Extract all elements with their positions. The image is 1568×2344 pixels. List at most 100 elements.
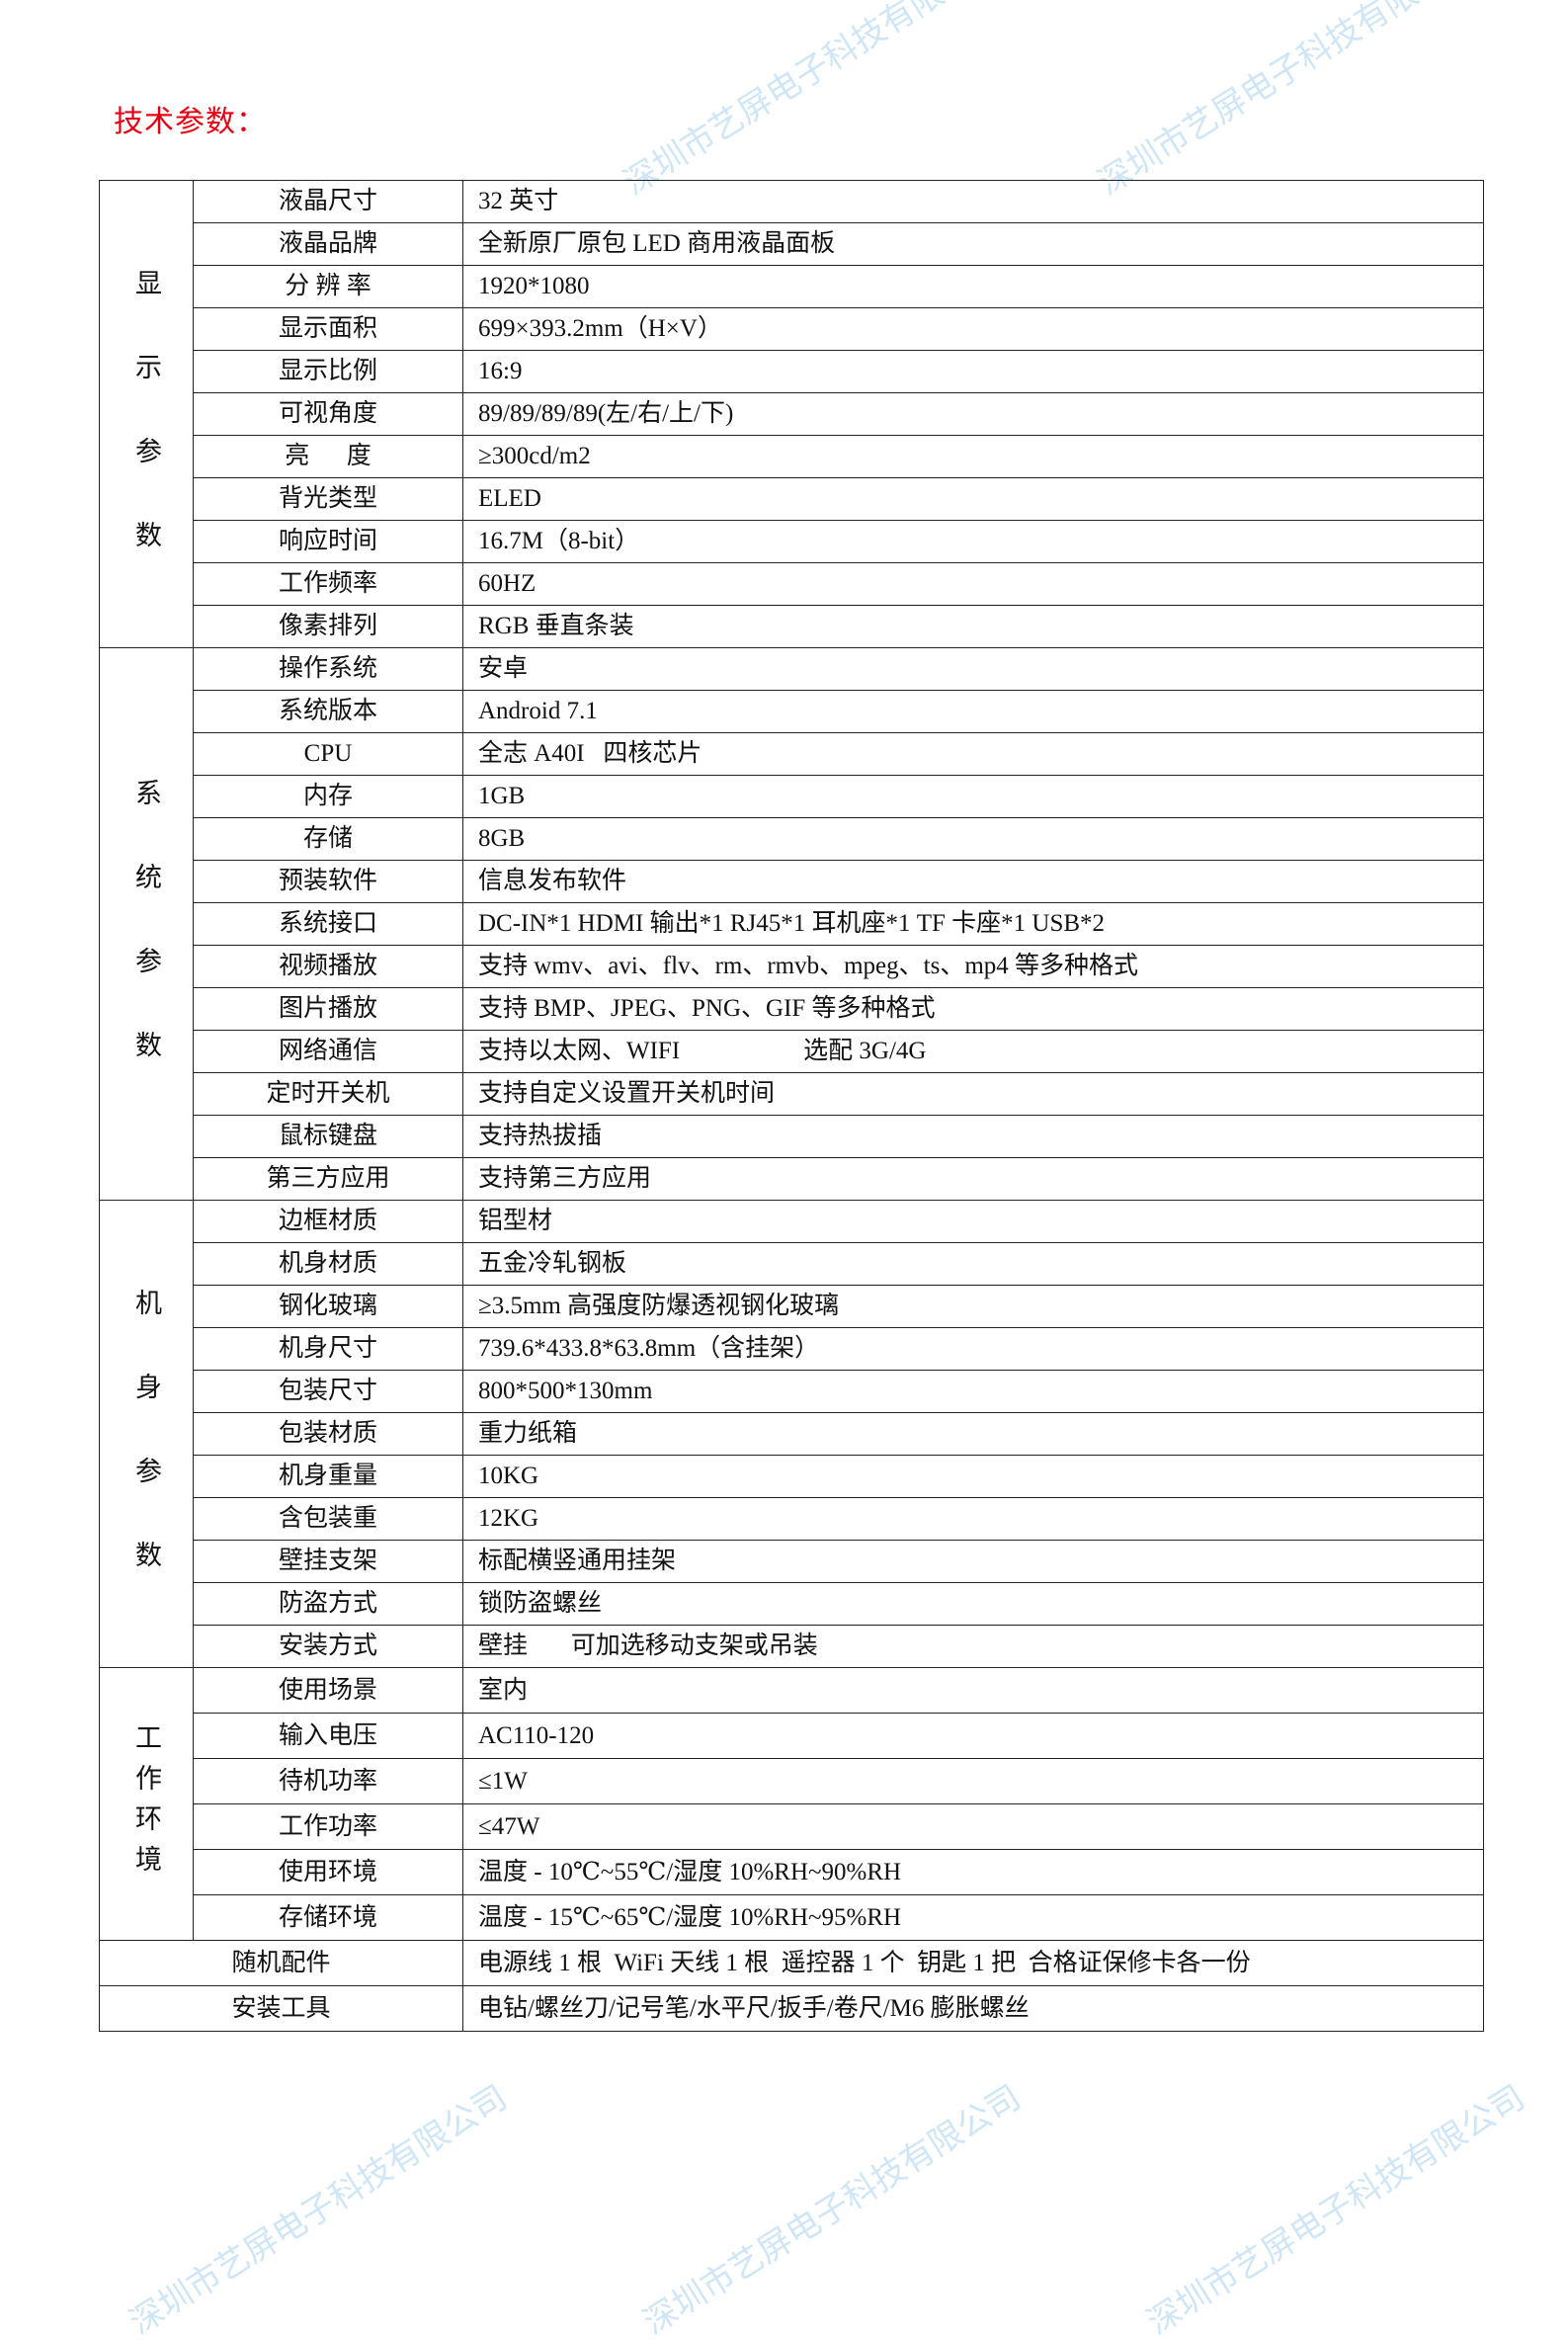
- table-row: 系统版本 Android 7.1: [100, 690, 1484, 733]
- section-label-cell: 系统参数: [99, 647, 194, 1201]
- spec-value: ≥3.5mm 高强度防爆透视钢化玻璃: [462, 1285, 1484, 1328]
- spec-name: 工作功率: [193, 1803, 463, 1850]
- spec-value: AC110-120: [462, 1713, 1484, 1759]
- spec-value: 支持 wmv、avi、flv、rm、rmvb、mpeg、ts、mp4 等多种格式: [462, 945, 1484, 988]
- section-label: 机身参数: [131, 1288, 161, 1625]
- table-row: 机身材质 五金冷轧钢板: [100, 1242, 1484, 1286]
- spec-name: 机身重量: [193, 1455, 463, 1498]
- section-label-cell: 显示参数: [99, 180, 194, 648]
- spec-name: 包装尺寸: [193, 1370, 463, 1413]
- table-row: 可视角度 89/89/89/89(左/右/上/下): [100, 392, 1484, 436]
- table-row: 系统参数 操作系统 安卓: [99, 647, 1484, 1201]
- spec-value: 全志 A40I 四核芯片: [462, 732, 1484, 776]
- spec-value: 支持以太网、WIFI 选配 3G/4G: [462, 1030, 1484, 1073]
- table-row: 待机功率 ≤1W: [100, 1758, 1484, 1804]
- table-row: 输入电压 AC110-120: [100, 1713, 1484, 1759]
- spec-name: 使用场景: [193, 1667, 463, 1714]
- table-row: 防盗方式 锁防盗螺丝: [100, 1582, 1484, 1626]
- spec-name: 显示面积: [193, 307, 463, 351]
- spec-name: 随机配件: [99, 1940, 463, 1986]
- spec-name: 存储: [193, 817, 463, 861]
- spec-value: ≤1W: [462, 1758, 1484, 1804]
- spec-value: 支持自定义设置开关机时间: [462, 1072, 1484, 1116]
- spec-value: 室内: [462, 1667, 1484, 1714]
- spec-value: 五金冷轧钢板: [462, 1242, 1484, 1286]
- spec-name: 使用环境: [193, 1849, 463, 1895]
- spec-value: Android 7.1: [462, 690, 1484, 733]
- spec-name: 可视角度: [193, 392, 463, 436]
- spec-name: 预装软件: [193, 860, 463, 903]
- spec-value: 16:9: [462, 350, 1484, 393]
- table-row: 亮 度 ≥300cd/m2: [100, 435, 1484, 478]
- spec-name: 操作系统: [193, 647, 463, 691]
- section-label-cell: 机身参数: [99, 1200, 194, 1668]
- section-label: 工作环境: [131, 1723, 161, 1885]
- spec-value: 温度 - 10℃~55℃/湿度 10%RH~90%RH: [462, 1849, 1484, 1895]
- section-label: 系统参数: [131, 778, 161, 1115]
- spec-value: 电源线 1 根 WiFi 天线 1 根 遥控器 1 个 钥匙 1 把 合格证保修…: [462, 1940, 1484, 1986]
- spec-name: 视频播放: [193, 945, 463, 988]
- spec-value: 10KG: [462, 1455, 1484, 1498]
- spec-value: 8GB: [462, 817, 1484, 861]
- table-row: 内存 1GB: [100, 775, 1484, 818]
- table-row: 定时开关机 支持自定义设置开关机时间: [100, 1072, 1484, 1116]
- table-row: 机身尺寸 739.6*433.8*63.8mm（含挂架）: [100, 1327, 1484, 1371]
- spec-value: 32 英寸: [462, 180, 1484, 223]
- table-row: 显示面积 699×393.2mm（H×V）: [100, 307, 1484, 351]
- watermark: 深圳市艺屏电子科技有限公司: [1091, 0, 1483, 204]
- table-row: 壁挂支架 标配横竖通用挂架: [100, 1540, 1484, 1583]
- spec-name: 钢化玻璃: [193, 1285, 463, 1328]
- table-row: 分 辨 率 1920*1080: [100, 265, 1484, 308]
- spec-value: 铝型材: [462, 1200, 1484, 1243]
- table-row: 系统接口 DC-IN*1 HDMI 输出*1 RJ45*1 耳机座*1 TF 卡座…: [100, 902, 1484, 946]
- spec-name: 包装材质: [193, 1412, 463, 1456]
- spec-value: 重力纸箱: [462, 1412, 1484, 1456]
- table-row: 安装工具 电钻/螺丝刀/记号笔/水平尺/扳手/卷尺/M6 膨胀螺丝: [99, 1985, 1484, 2032]
- spec-name: 定时开关机: [193, 1072, 463, 1116]
- spec-name: 第三方应用: [193, 1157, 463, 1201]
- table-row: 背光类型 ELED: [100, 477, 1484, 521]
- table-row: 机身参数 边框材质 铝型材: [99, 1200, 1484, 1668]
- table-row: 预装软件 信息发布软件: [100, 860, 1484, 903]
- table-row: 液晶品牌 全新原厂原包 LED 商用液晶面板: [100, 222, 1484, 266]
- table-row: 工作环境 使用场景 室内: [99, 1667, 1484, 1941]
- spec-value: 739.6*433.8*63.8mm（含挂架）: [462, 1327, 1484, 1371]
- table-row: 视频播放 支持 wmv、avi、flv、rm、rmvb、mpeg、ts、mp4 等…: [100, 945, 1484, 988]
- page-title: 技术参数：: [114, 106, 267, 138]
- spec-name: 安装工具: [99, 1985, 463, 2032]
- spec-value: ≤47W: [462, 1803, 1484, 1850]
- spec-value: ELED: [462, 477, 1484, 521]
- spec-value: 60HZ: [462, 562, 1484, 606]
- table-row: 包装尺寸 800*500*130mm: [100, 1370, 1484, 1413]
- table-row: 存储 8GB: [100, 817, 1484, 861]
- table-row: 工作功率 ≤47W: [100, 1803, 1484, 1850]
- section-label-cell: 工作环境: [99, 1667, 194, 1941]
- table-row: 工作频率 60HZ: [100, 562, 1484, 606]
- spec-name: 显示比例: [193, 350, 463, 393]
- spec-name: 输入电压: [193, 1713, 463, 1759]
- spec-value: 1GB: [462, 775, 1484, 818]
- spec-name: CPU: [193, 732, 463, 776]
- spec-name: 系统版本: [193, 690, 463, 733]
- spec-name: 存储环境: [193, 1894, 463, 1941]
- spec-name: 液晶品牌: [193, 222, 463, 266]
- spec-name: 像素排列: [193, 605, 463, 648]
- spec-value: 89/89/89/89(左/右/上/下): [462, 392, 1484, 436]
- spec-value: 全新原厂原包 LED 商用液晶面板: [462, 222, 1484, 266]
- spec-value: RGB 垂直条装: [462, 605, 1484, 648]
- watermark: 深圳市艺屏电子科技有限公司: [123, 2077, 515, 2343]
- spec-value: 支持 BMP、JPEG、PNG、GIF 等多种格式: [462, 987, 1484, 1031]
- spec-value: 标配横竖通用挂架: [462, 1540, 1484, 1583]
- spec-value: ≥300cd/m2: [462, 435, 1484, 478]
- table-row: 鼠标键盘 支持热拔插: [100, 1115, 1484, 1158]
- table-row: 安装方式 壁挂 可加选移动支架或吊装: [100, 1625, 1484, 1668]
- section-label: 显示参数: [131, 268, 161, 605]
- table-row: 网络通信 支持以太网、WIFI 选配 3G/4G: [100, 1030, 1484, 1073]
- table-row: CPU 全志 A40I 四核芯片: [100, 732, 1484, 776]
- spec-name: 机身材质: [193, 1242, 463, 1286]
- table-row: 包装材质 重力纸箱: [100, 1412, 1484, 1456]
- table-row: 存储环境 温度 - 15℃~65℃/湿度 10%RH~95%RH: [100, 1894, 1484, 1941]
- spec-name: 待机功率: [193, 1758, 463, 1804]
- spec-name: 图片播放: [193, 987, 463, 1031]
